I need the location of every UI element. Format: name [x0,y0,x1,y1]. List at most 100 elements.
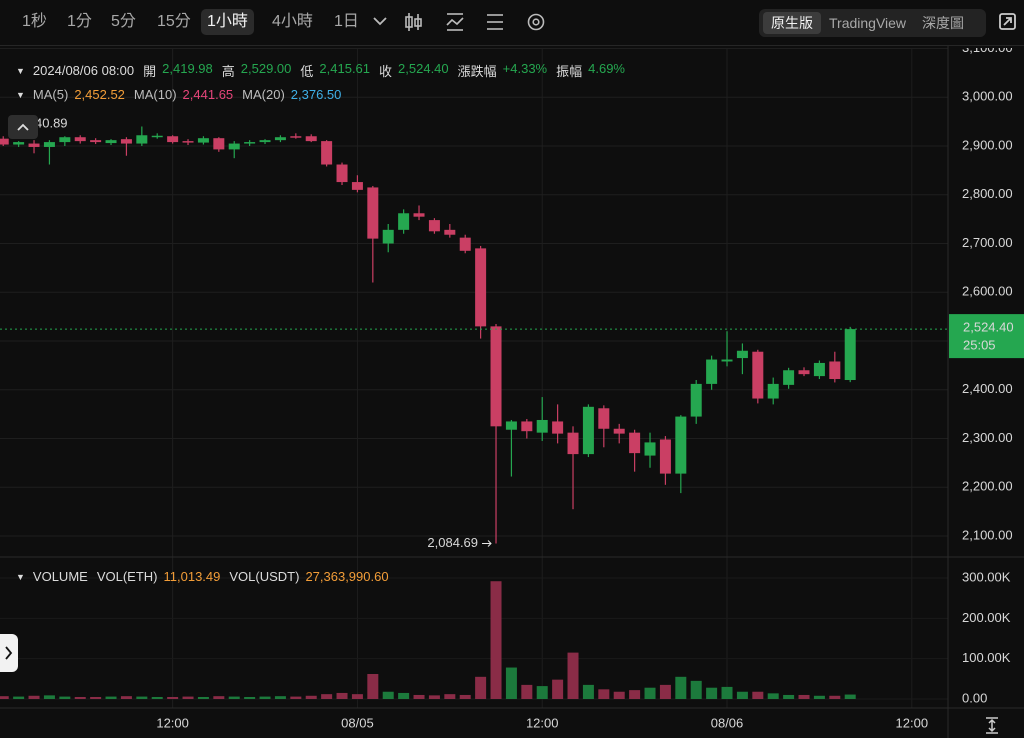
indicator-icon[interactable] [446,13,464,31]
high-price-label: 40.89 [35,115,68,130]
volume-bar [167,696,179,699]
interval-button[interactable]: 5分 [111,13,136,30]
info-value: 4.69% [588,61,625,76]
volume-info: ▼ VOLUME VOL(ETH) 11,013.49 VOL(USDT) 27,36… [16,569,404,584]
info-label: 收 [379,64,393,79]
volume-bar [459,694,471,699]
volume-bar [213,696,225,699]
x-tick-label: 08/06 [711,715,744,730]
view-button[interactable]: TradingView [829,15,907,31]
volume-bar [274,696,286,699]
candle-body [844,329,856,381]
volume-bar [659,684,671,699]
candle-body [197,138,209,143]
volume-label: VOL(ETH) [96,569,158,584]
volume-tick-label: 100.00K [962,650,1011,665]
interval-button[interactable]: 1日 [334,13,359,30]
side-panel-button-bg [0,634,18,672]
candle-body [659,439,671,474]
volume-bar [120,696,132,699]
volume-bar [798,694,810,699]
y-tick-label: 2,900.00 [962,137,1013,152]
candle-body [767,383,779,399]
volume-bar [567,652,579,699]
fullscreen-icon[interactable] [999,13,1016,30]
info-value: 2,419.98 [162,61,213,76]
interval-button[interactable]: 1秒 [22,13,47,30]
candle-type-icon[interactable] [405,13,422,31]
volume-bar [767,693,779,699]
ma-label: MA(10) [133,87,177,102]
interval-button[interactable]: 15分 [157,13,191,30]
candle-body [690,383,702,417]
volume-bar [74,696,86,699]
x-tick-label: 12:00 [896,715,929,730]
interval-button[interactable]: 1小時 [201,9,254,35]
candle-body [398,213,410,230]
candle-body [567,432,579,455]
candle-body [752,351,764,399]
candle-body [367,187,379,239]
candle-body [105,140,117,144]
drawing-icon[interactable] [487,14,503,30]
side-panel-button-icon [5,646,13,660]
candle-body [798,370,810,375]
volume-bar [351,694,363,699]
candle-body [0,138,9,145]
countdown-label: 25:05 [963,338,996,353]
volume-bar [182,696,194,699]
x-tick-label: 12:00 [526,715,559,730]
ohlc-items: 開 2,419.98 高 2,529.00 低 2,415.61 收 2,524.40 漲跌幅 +… [143,61,634,80]
candle-body [120,139,132,144]
view-button[interactable]: 原生版 [763,12,821,34]
volume-bar [783,694,795,699]
candle-body [721,359,733,362]
y-tick-label: 3,000.00 [962,89,1013,104]
candle-body [213,138,225,150]
candles [0,126,856,544]
interval-dropdown[interactable] [373,17,387,26]
volume-value: 11,013.49 [163,569,221,584]
candle-body [521,421,533,432]
volume-bar [736,691,748,699]
y-tick-label: 3,100.00 [962,40,1013,55]
candle-body [43,142,55,147]
current-price-label: 2,524.40 [963,320,1014,335]
auto-scale-button[interactable] [986,717,998,734]
volume-bar [136,696,148,699]
interval-button[interactable]: 1分 [67,13,92,30]
volume-bar [813,695,825,699]
volume-bar [521,684,533,699]
candle-body [736,350,748,359]
volume-bar [721,686,733,699]
y-tick-label: 2,300.00 [962,430,1013,445]
ma-info: ▼ MA(5) 2,452.52 MA(10) 2,441.65 MA(20) 2,376… [16,87,356,102]
info-value: 2,529.00 [240,61,292,76]
side-panel-button[interactable] [0,634,18,672]
candle-body [28,143,40,147]
volume-bar [321,694,333,699]
volume-bar [690,680,702,699]
volume-bar [675,676,687,699]
y-tick-label: 2,100.00 [962,527,1013,542]
y-tick-label: 2,800.00 [962,186,1013,201]
candle-body [259,140,271,143]
collapse-button[interactable] [8,115,38,139]
volume-bar [644,687,656,699]
volume-bar [398,692,410,699]
candle-body [13,142,25,145]
candle-body [536,419,548,433]
volume-bar [536,686,548,699]
interval-button[interactable]: 4小時 [272,13,313,30]
volume-bar [367,673,379,699]
settings-icon[interactable] [527,13,545,31]
candle-body [582,406,594,455]
info-label: 高 [221,64,235,79]
collapse-button-icon [17,123,29,131]
volume-bar [197,696,209,699]
y-tick-label: 2,600.00 [962,284,1013,299]
ohlc-info: ▼ 2024/08/06 08:00 開 2,419.98 高 2,529.00 低 2,… [16,61,640,80]
volume-bar [59,696,71,699]
view-button[interactable]: 深度圖 [922,15,965,31]
volume-bar [475,676,487,699]
